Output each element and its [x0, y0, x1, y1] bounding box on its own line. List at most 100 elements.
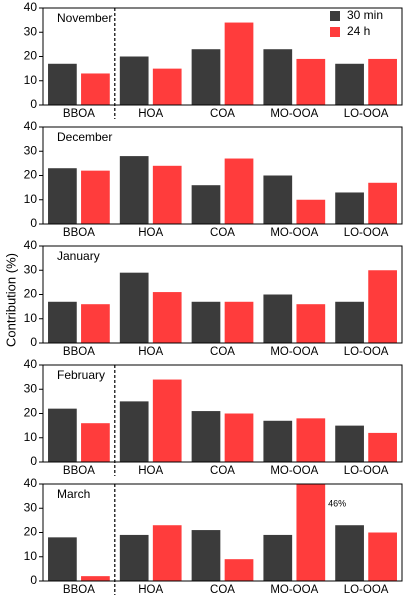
bar — [296, 484, 326, 581]
bar — [152, 68, 182, 105]
y-tick-label: 10 — [24, 430, 38, 444]
bar — [335, 192, 364, 224]
bar — [119, 401, 149, 462]
legend-swatch — [330, 27, 340, 37]
y-tick-label: 30 — [24, 381, 38, 395]
x-tick-label: BBOA — [63, 584, 95, 596]
bar — [152, 165, 182, 224]
x-tick-label: HOA — [138, 465, 163, 477]
y-tick-label: 0 — [30, 216, 37, 230]
bar — [152, 379, 182, 462]
y-tick-label: 10 — [24, 73, 38, 87]
bar — [81, 304, 110, 343]
bar — [191, 185, 221, 224]
bar — [119, 534, 149, 581]
y-tick-label: 40 — [24, 238, 38, 252]
y-tick-label: 10 — [24, 549, 38, 563]
bar — [263, 534, 293, 581]
bar — [224, 22, 254, 105]
y-tick-label: 40 — [24, 119, 38, 133]
x-tick-label: MO-OOA — [270, 227, 318, 239]
bar — [48, 408, 77, 462]
x-tick-label: COA — [210, 584, 235, 596]
bar — [368, 532, 397, 581]
bar — [263, 294, 293, 343]
panel-title: November — [57, 11, 112, 25]
bar — [335, 63, 364, 105]
y-tick-label: 30 — [24, 262, 38, 276]
legend-label: 30 min — [347, 8, 383, 22]
x-tick-label: MO-OOA — [270, 465, 318, 477]
y-tick-label: 20 — [24, 49, 38, 63]
plot-frame — [42, 364, 403, 463]
bar — [224, 301, 254, 343]
x-tick-label: COA — [210, 346, 235, 358]
bar — [296, 304, 326, 343]
y-tick-label: 0 — [30, 97, 37, 111]
bar — [296, 199, 326, 224]
x-tick-label: LO-OOA — [344, 584, 389, 596]
x-tick-label: COA — [210, 227, 235, 239]
y-tick-label: 20 — [24, 287, 38, 301]
bar — [368, 270, 397, 343]
panel-title: February — [57, 368, 105, 382]
y-tick-label: 30 — [24, 500, 38, 514]
bar — [335, 425, 364, 462]
x-tick-label: HOA — [138, 108, 163, 120]
x-tick-label: BBOA — [63, 346, 95, 358]
x-tick-label: COA — [210, 108, 235, 120]
y-tick-label: 30 — [24, 143, 38, 157]
plot-frame — [42, 7, 403, 106]
bar — [81, 73, 110, 105]
value-label: 46% — [328, 498, 346, 508]
bar — [48, 301, 77, 343]
y-tick-label: 40 — [24, 357, 38, 371]
bar — [224, 158, 254, 224]
y-tick-label: 20 — [24, 168, 38, 182]
bar — [119, 272, 149, 343]
panel-title: January — [57, 249, 100, 263]
bar — [48, 537, 77, 581]
y-axis-label: Contribution (%) — [3, 253, 18, 347]
y-tick-label: 20 — [24, 406, 38, 420]
bar — [263, 175, 293, 224]
bar — [119, 56, 149, 105]
x-tick-label: BBOA — [63, 108, 95, 120]
y-tick-label: 40 — [24, 0, 38, 14]
bar — [368, 432, 397, 462]
plot-frame — [42, 483, 403, 582]
y-tick-label: 10 — [24, 311, 38, 325]
plot-frame — [42, 245, 403, 344]
x-tick-label: MO-OOA — [270, 584, 318, 596]
x-tick-label: BBOA — [63, 465, 95, 477]
bar — [335, 301, 364, 343]
bar — [152, 292, 182, 343]
bar — [191, 301, 221, 343]
panel-title: December — [57, 130, 112, 144]
bar — [335, 525, 364, 581]
y-tick-label: 10 — [24, 192, 38, 206]
bar — [263, 49, 293, 105]
bar — [191, 49, 221, 105]
y-tick-label: 0 — [30, 335, 37, 349]
y-tick-label: 20 — [24, 525, 38, 539]
bar — [368, 182, 397, 224]
bar — [224, 413, 254, 462]
x-tick-label: COA — [210, 465, 235, 477]
plot-frame — [42, 126, 403, 225]
x-tick-label: LO-OOA — [344, 108, 389, 120]
panel-title: March — [57, 487, 90, 501]
x-tick-label: BBOA — [63, 227, 95, 239]
bar — [48, 63, 77, 105]
x-tick-label: HOA — [138, 227, 163, 239]
bar — [191, 411, 221, 462]
x-tick-label: LO-OOA — [344, 346, 389, 358]
bar — [81, 576, 110, 581]
bar — [81, 170, 110, 224]
bar — [48, 168, 77, 224]
bar — [191, 530, 221, 581]
x-tick-label: HOA — [138, 584, 163, 596]
x-tick-label: MO-OOA — [270, 346, 318, 358]
bar — [296, 58, 326, 105]
